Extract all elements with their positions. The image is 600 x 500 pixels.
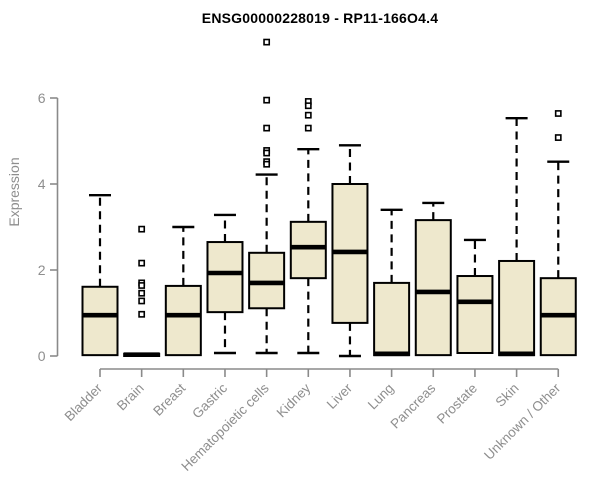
outlier-point: [554, 110, 562, 117]
outlier-point: [263, 124, 271, 132]
iqr-box: [164, 284, 202, 357]
outlier-point: [138, 225, 146, 233]
boxplot-brain: [123, 225, 161, 358]
outlier-point: [554, 134, 562, 141]
outlier-point: [138, 310, 146, 318]
y-tick-label: 6: [38, 90, 46, 106]
x-tick-label: Skin: [493, 381, 522, 410]
iqr-box: [373, 281, 411, 357]
boxplot-lung: [373, 208, 411, 357]
y-tick-label: 0: [38, 348, 46, 364]
iqr-box: [289, 220, 327, 280]
outlier-point: [304, 111, 312, 119]
outlier-point: [138, 282, 146, 289]
x-tick-label: Kidney: [274, 380, 314, 420]
boxplot-breast: [164, 225, 202, 357]
boxplot-hematopoietic-cells: [248, 38, 286, 355]
outlier-point: [263, 96, 271, 104]
boxplot-gastric: [206, 213, 244, 355]
x-tick-label: Bladder: [62, 380, 106, 424]
outlier-point: [304, 102, 312, 110]
outlier-point: [138, 289, 146, 297]
y-tick-label: 4: [38, 176, 46, 192]
iqr-box: [81, 285, 119, 357]
y-tick-label: 2: [38, 262, 46, 278]
boxplot-liver: [331, 144, 369, 358]
outlier-point: [263, 38, 271, 46]
outlier-point: [263, 160, 271, 168]
boxplot-pancreas: [414, 201, 452, 357]
boxplot-bladder: [81, 193, 119, 357]
x-tick-label: Breast: [150, 380, 188, 418]
iqr-box: [498, 259, 536, 357]
x-tick-label: Pancreas: [387, 380, 438, 431]
y-axis: 0 2 4 6: [38, 90, 59, 364]
boxplot-prostate: [456, 238, 494, 354]
chart-title: ENSG00000228019 - RP11-166O4.4: [201, 10, 439, 26]
x-tick-label: Liver: [324, 380, 356, 412]
boxplot-unknown-other: [539, 110, 577, 357]
boxplot-skin: [498, 117, 536, 357]
boxplot-kidney: [289, 98, 327, 355]
outlier-point: [263, 149, 271, 157]
x-tick-label: Prostate: [434, 381, 480, 427]
outlier-point: [304, 124, 312, 132]
x-tick-label: Gastric: [189, 380, 230, 421]
iqr-box: [206, 241, 244, 314]
x-tick-label: Unknown / Other: [481, 380, 564, 463]
outlier-point: [138, 297, 146, 305]
iqr-box: [414, 219, 452, 357]
iqr-box: [248, 251, 286, 310]
iqr-box: [456, 275, 494, 354]
x-tick-label: Brain: [114, 381, 147, 414]
x-tick-label: Lung: [365, 381, 397, 413]
outlier-point: [138, 259, 146, 267]
